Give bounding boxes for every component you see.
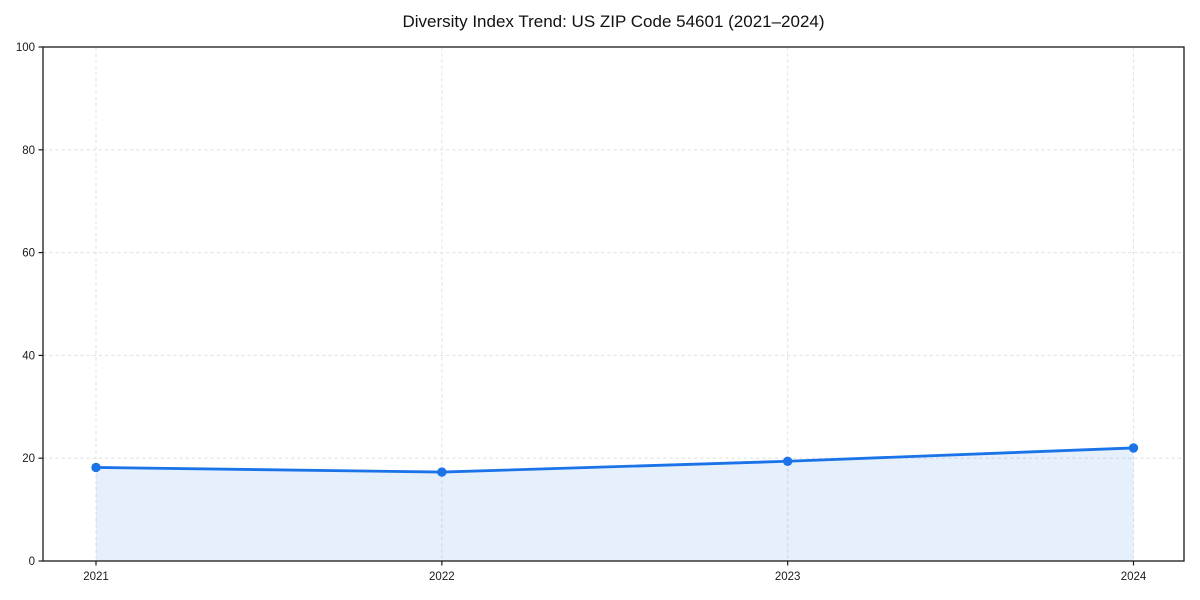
x-tick-label: 2024 [1121,571,1147,583]
y-tick-label: 80 [22,145,35,157]
area-fill [96,447,1134,561]
trend-line [94,446,1135,474]
y-tick-label: 40 [22,350,35,362]
data-point-marker [91,462,101,473]
x-tick-label: 2022 [429,571,455,583]
y-tick-label: 20 [22,453,35,465]
y-tick-label: 0 [29,556,35,568]
data-point-marker [782,456,793,466]
chart-title: Diversity Index Trend: US ZIP Code 54601… [402,12,825,31]
data-point-marker [1128,443,1139,453]
y-tick-label: 100 [16,42,35,54]
plot-border [42,46,1185,562]
y-tick-label: 60 [22,248,35,260]
x-tick-label: 2023 [775,571,801,583]
data-point-marker [437,467,447,477]
x-tick-label: 2021 [83,571,109,583]
